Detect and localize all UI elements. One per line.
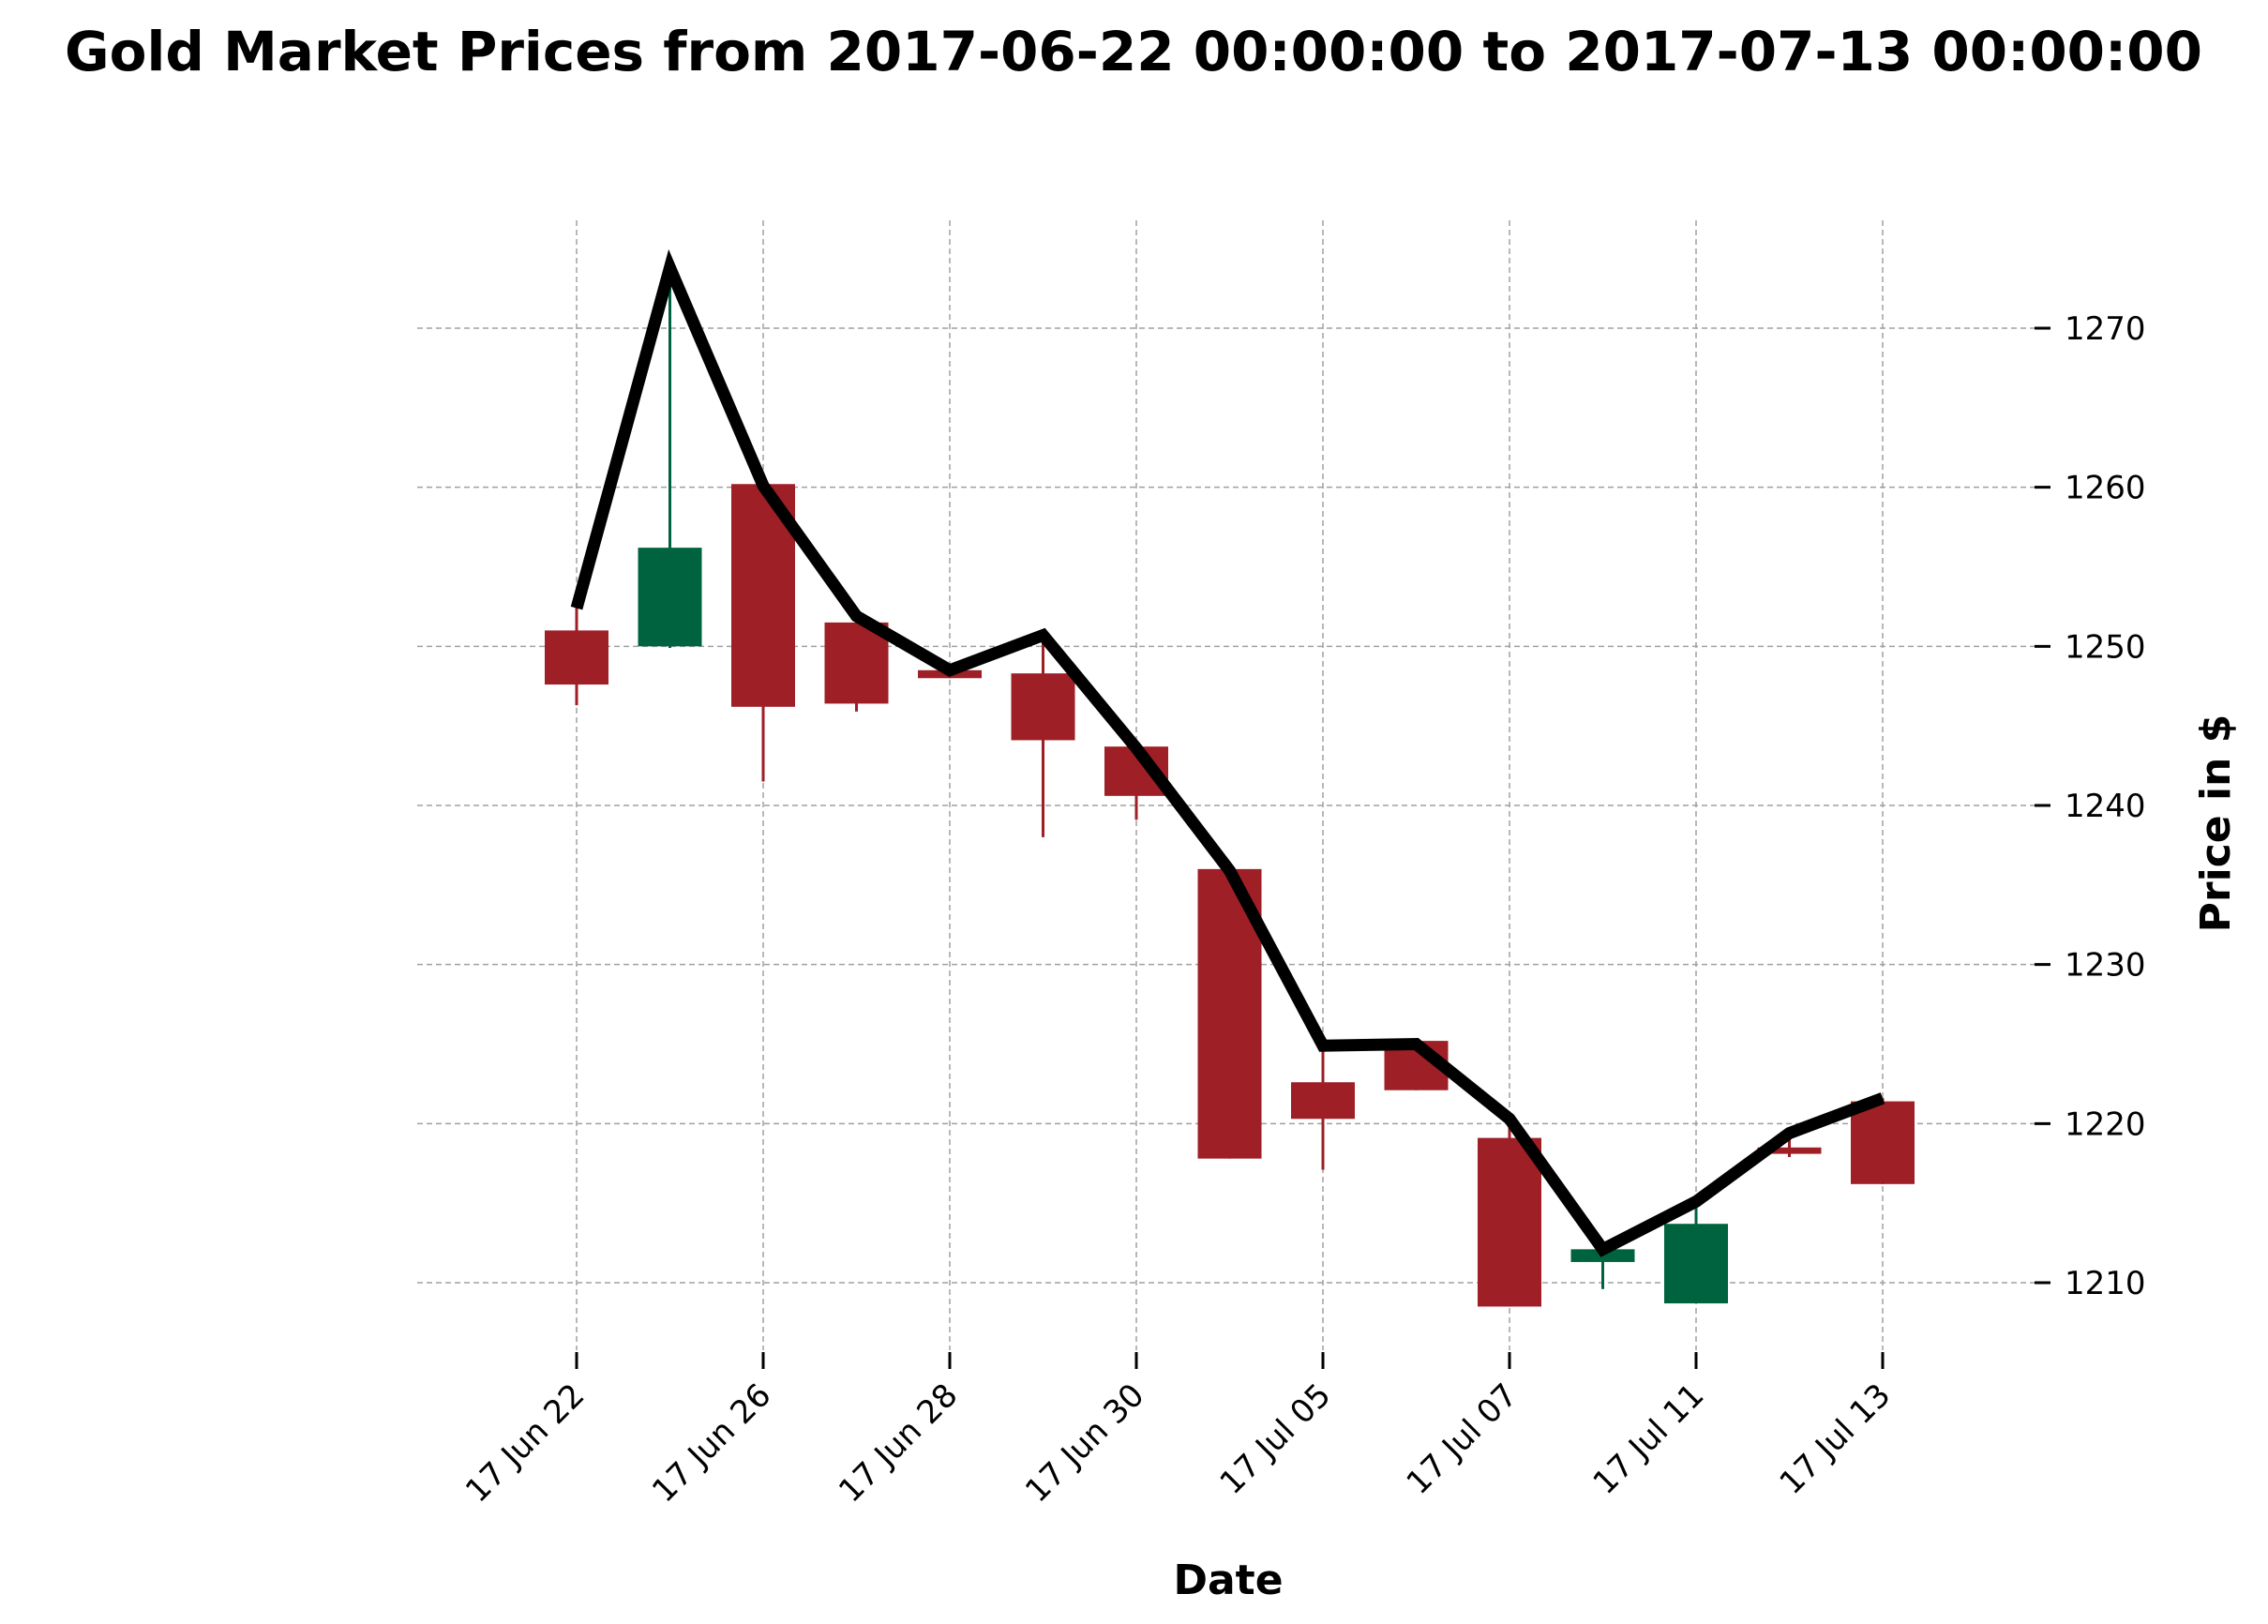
y-tick-label: 1220 [2065,1105,2146,1143]
candle-body [1851,1101,1915,1184]
close-line-path [570,248,1885,1257]
y-tick-label: 1240 [2065,788,2146,825]
candle [638,264,702,649]
x-tick-label: 17 Jul 05 [1213,1376,1339,1502]
candle-body [1478,1137,1541,1307]
chart-title: Gold Market Prices from 2017-06-22 00:00… [65,20,2202,83]
x-tick-label: 17 Jun 26 [645,1376,778,1510]
candle-body [638,548,702,647]
candle-body [545,630,608,685]
x-axis-label: Date [1173,1556,1283,1604]
candle [545,606,608,706]
candle-body [1011,673,1075,741]
candle-body [824,622,889,704]
y-axis: 1210 1220 1230 1240 1250 1260 1270 [2035,310,2146,1302]
x-grid [576,220,1884,1350]
x-tick-label: 17 Jul 13 [1773,1376,1899,1502]
candle [824,614,889,712]
candle-body [1664,1224,1728,1304]
y-tick-label: 1260 [2065,470,2146,507]
close-price-line [570,248,1885,1257]
candle-body [1757,1147,1822,1154]
candle [1478,1119,1541,1307]
y-tick-label: 1210 [2065,1265,2146,1302]
y-axis-label: Price in $ [2192,714,2240,933]
x-tick-label: 17 Jul 07 [1400,1376,1525,1502]
candle [1011,641,1075,837]
x-axis: 17 Jun 22 17 Jun 26 17 Jun 28 17 Jun 30 17 J… [458,1352,1898,1510]
y-tick-label: 1250 [2065,628,2146,666]
x-tick-label: 17 Jun 22 [458,1376,592,1510]
candle [1664,1204,1728,1304]
candle [731,482,795,782]
y-tick-label: 1270 [2065,310,2146,348]
candle-body [1291,1082,1355,1120]
candle [1851,1098,1915,1184]
y-tick-label: 1230 [2065,947,2146,985]
x-tick-label: 17 Jun 28 [832,1376,965,1510]
candle [1291,1048,1355,1170]
candles [545,264,1915,1307]
x-tick-label: 17 Jun 30 [1018,1376,1151,1510]
x-tick-label: 17 Jul 11 [1586,1376,1712,1502]
